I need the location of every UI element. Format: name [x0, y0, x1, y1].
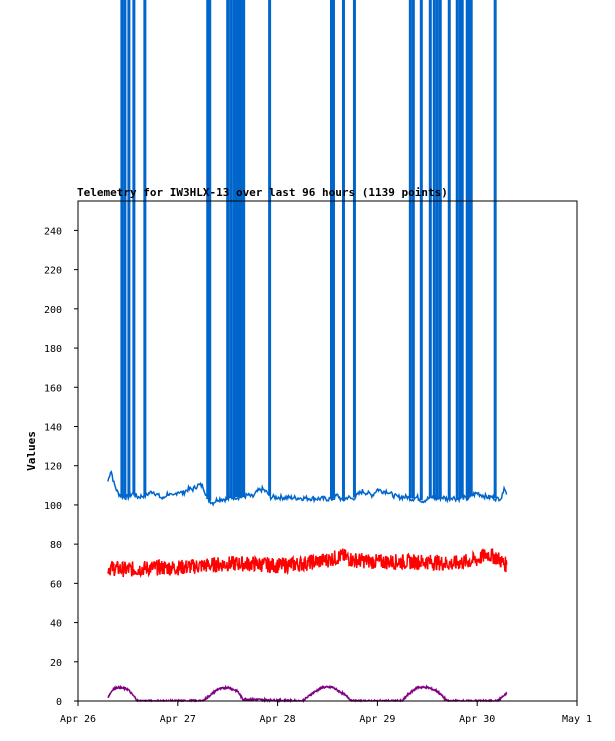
y-tick-label: 100 [44, 501, 62, 512]
y-tick-label: 120 [44, 462, 62, 473]
x-tick-label: May 1 [562, 714, 592, 725]
plot-frame [77, 200, 578, 702]
y-tick-label: 60 [50, 579, 62, 590]
series-line-2 [107, 684, 508, 704]
x-tick-label: Apr 28 [260, 714, 296, 725]
x-tick-label: Apr 29 [359, 714, 395, 725]
y-tick-label: 220 [44, 266, 62, 277]
y-axis: 0 20 40 60 80 100 120 140 160 180 200 220 240 [44, 226, 78, 708]
series-line-0 [107, 470, 508, 507]
y-tick-label: 200 [44, 305, 62, 316]
x-axis: Apr 26 Apr 27 Apr 28 Apr 29 Apr 30 May 1 [60, 701, 592, 725]
series-line-1 [107, 548, 508, 579]
y-tick-label: 140 [44, 422, 62, 433]
y-axis-label: Values [25, 431, 38, 471]
y-tick-label: 180 [44, 344, 62, 355]
series-layer [107, 0, 508, 704]
x-tick-label: Apr 30 [459, 714, 495, 725]
y-tick-label: 240 [44, 226, 62, 237]
chart-title: Telemetry for IW3HLX-13 over last 96 hou… [77, 186, 448, 199]
y-tick-label: 80 [50, 540, 62, 551]
y-tick-label: 160 [44, 383, 62, 394]
x-tick-label: Apr 27 [160, 714, 196, 725]
x-tick-label: Apr 26 [60, 714, 96, 725]
y-tick-label: 40 [50, 619, 62, 630]
y-tick-label: 0 [56, 697, 62, 708]
y-tick-label: 20 [50, 658, 62, 669]
